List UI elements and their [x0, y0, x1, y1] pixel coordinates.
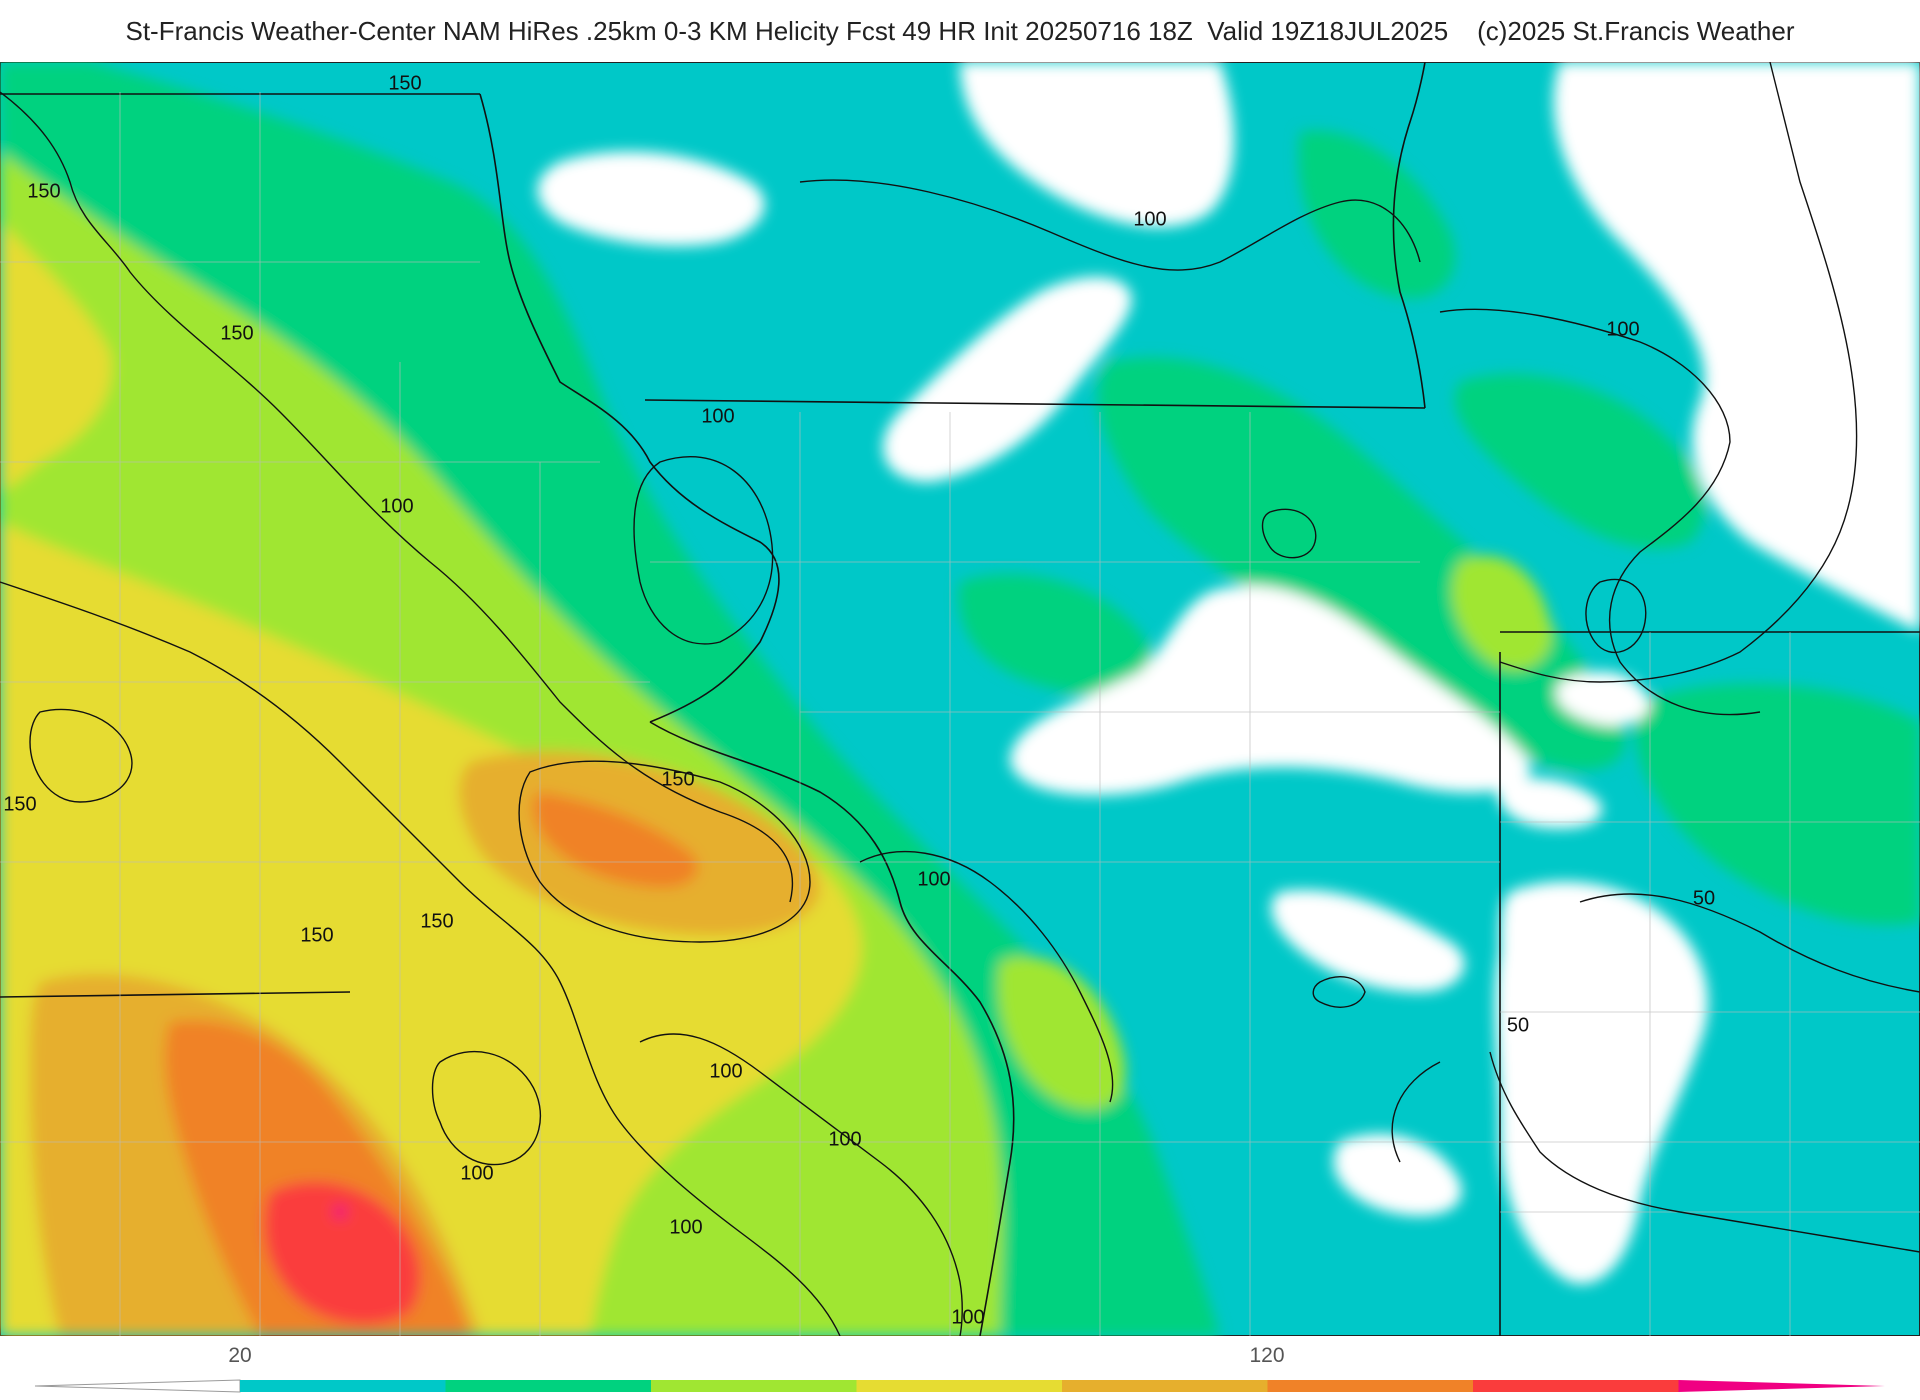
state-boundaries	[0, 62, 1920, 1336]
colorbar-swatch	[651, 1380, 858, 1392]
low-area-10	[1556, 671, 1650, 726]
green-patch-east2	[1454, 374, 1705, 549]
contour-label: 100	[917, 868, 950, 890]
county-lines	[0, 92, 1920, 1336]
lime-patch-south	[998, 956, 1126, 1110]
low-area-1	[537, 151, 765, 246]
low-area-2	[960, 62, 1234, 227]
colorbar-swatch	[1473, 1380, 1680, 1392]
green-patch-ne	[1298, 130, 1456, 299]
colorbar	[34, 1379, 1885, 1393]
contour-label: 150	[27, 180, 60, 202]
helicity-contours	[0, 91, 1920, 1336]
map-title: St-Francis Weather-Center NAM HiRes .25k…	[125, 16, 1795, 46]
colorbar-swatch	[1267, 1380, 1474, 1392]
contour-line	[1261, 508, 1317, 559]
contour-line	[1579, 893, 1920, 993]
contour-line	[1439, 308, 1761, 716]
boundary-ia-mo	[0, 991, 351, 998]
boundary-wi-mi	[1392, 62, 1426, 409]
contour-line	[1489, 1051, 1920, 1253]
contour-line	[799, 179, 1421, 271]
helicity-map: 150 150 150 100 150 100 100 100 150 150 …	[0, 62, 1920, 1336]
green-patch-se	[1635, 683, 1920, 925]
contour-label: 150	[420, 910, 453, 932]
colorbar-low-arrow	[34, 1379, 241, 1393]
contour-label: 150	[661, 768, 694, 790]
contour-line	[859, 850, 1114, 1103]
contour-line	[0, 581, 841, 1336]
contour-label: 100	[380, 495, 413, 517]
colorbar-swatch	[445, 1380, 652, 1392]
green-patch-center	[958, 574, 1151, 694]
colorbar-tick-label: 120	[1249, 1344, 1285, 1367]
contour-line	[633, 456, 774, 645]
contour-label: 50	[1693, 887, 1715, 909]
helicity-fill	[0, 62, 1920, 1336]
low-area-4	[1553, 62, 1920, 632]
contour-label: 50	[1507, 1014, 1529, 1036]
lake-shoreline	[1499, 62, 1858, 683]
contour-label: 100	[669, 1216, 702, 1238]
contour-line	[0, 91, 794, 903]
boundary-ia-north	[644, 399, 1426, 409]
contour-label: 150	[388, 72, 421, 94]
low-area-7	[1495, 881, 1708, 1284]
boundary-mississippi	[649, 721, 1015, 1336]
contour-label: 100	[828, 1128, 861, 1150]
contour-line	[1585, 578, 1647, 653]
contour-line	[29, 708, 133, 803]
contour-label: 100	[709, 1060, 742, 1082]
contour-label: 100	[701, 405, 734, 427]
low-area-5	[1010, 585, 1531, 796]
boundary-mn-wi	[479, 93, 780, 723]
yellow-band	[0, 222, 112, 492]
contour-label: 100	[1133, 208, 1166, 230]
lime-patch-east	[1451, 555, 1552, 670]
contour-label: 100	[1606, 318, 1639, 340]
contour-label-layer: 150 150 150 100 150 100 100 100 150 150 …	[3, 72, 1715, 1328]
low-area-8	[1333, 1134, 1462, 1216]
contour-line	[1391, 1061, 1441, 1163]
contour-line	[431, 1050, 542, 1166]
red-core	[264, 1181, 421, 1325]
colorbar-swatch	[856, 1380, 1063, 1392]
orange-patch	[532, 792, 698, 888]
contour-label: 150	[300, 924, 333, 946]
colorbar-swatch	[1678, 1380, 1885, 1392]
magenta-spot	[333, 1205, 347, 1219]
low-area-6	[1271, 890, 1465, 992]
contour-line	[518, 760, 811, 943]
colorbar-swatch	[240, 1380, 447, 1392]
low-area-9	[1497, 778, 1602, 829]
colorbar-tick-label: 20	[228, 1344, 252, 1367]
colorbar-swatch	[1062, 1380, 1269, 1392]
contour-label: 100	[951, 1306, 984, 1328]
low-area-3	[883, 277, 1132, 482]
contour-line	[1312, 976, 1366, 1008]
contour-label: 150	[3, 793, 36, 815]
green-patch-east	[1097, 357, 1626, 770]
contour-label: 100	[460, 1162, 493, 1184]
contour-line	[639, 1033, 963, 1336]
contour-label: 150	[220, 322, 253, 344]
